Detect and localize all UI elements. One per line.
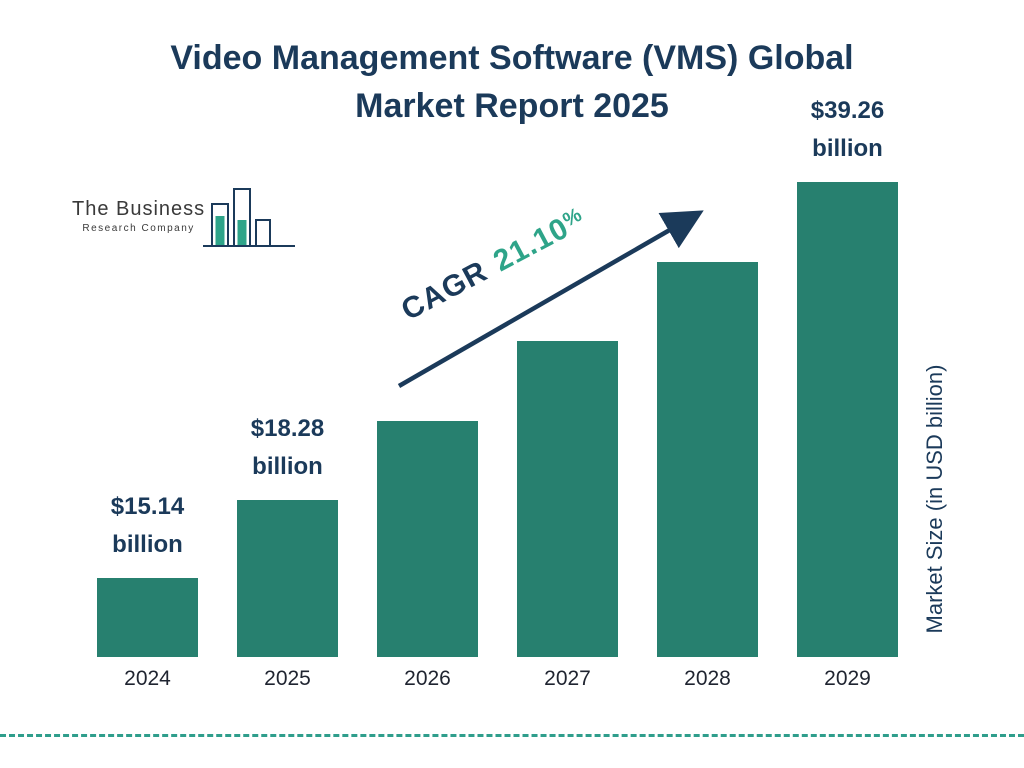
bars-area: 2024 $15.14 billion 2025 $18.28 billion 2026 20…: [97, 97, 898, 690]
value-label-2029: $39.26 billion: [762, 92, 933, 168]
bar-chart-logo-icon: [203, 188, 296, 247]
x-tick-2029: 2029: [824, 667, 871, 690]
company-name: The Business: [72, 198, 206, 220]
company-subname: Research Company: [82, 223, 195, 234]
value-label-2024: $15.14 billion: [62, 488, 233, 564]
company-logo: The Business Research Company: [72, 186, 299, 252]
x-tick-2025: 2025: [264, 667, 311, 690]
bar-2026: [377, 421, 478, 657]
company-logo-text: The Business Research Company: [72, 198, 205, 252]
value-unit-2025: billion: [252, 453, 323, 480]
x-tick-2027: 2027: [544, 667, 591, 690]
y-axis-label: Market Size (in USD billion): [922, 364, 947, 634]
x-tick-2028: 2028: [684, 667, 731, 690]
bottom-dashed-divider: [0, 734, 1024, 737]
chart-title-line1: Video Management Software (VMS) Global: [170, 39, 854, 77]
value-amount-2025: $18.28: [250, 415, 325, 442]
chart-title: Video Management Software (VMS) Global M…: [0, 34, 1024, 130]
value-amount-2024: $15.14: [110, 493, 185, 520]
value-amount-2029: $39.26: [810, 97, 885, 124]
value-label-2025: $18.28 billion: [202, 410, 373, 486]
value-unit-2024: billion: [112, 531, 183, 558]
chart-title-line2: Market Report 2025: [355, 87, 669, 125]
x-tick-2024: 2024: [124, 667, 171, 690]
bar-2024: [97, 578, 198, 657]
bar-2028: [657, 262, 758, 657]
value-unit-2029: billion: [812, 135, 883, 162]
x-tick-2026: 2026: [404, 667, 451, 690]
bar-2025: [237, 500, 338, 657]
bar-2029: [797, 182, 898, 657]
bar-2027: [517, 341, 618, 657]
